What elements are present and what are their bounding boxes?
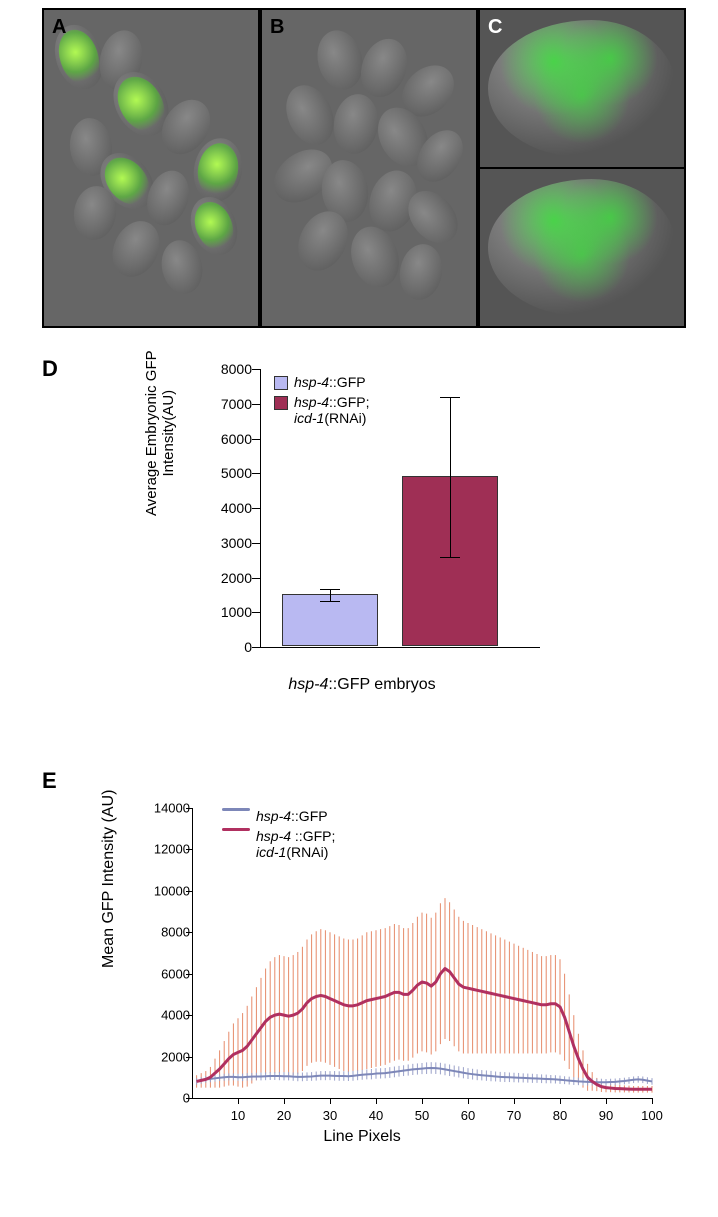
x-tick bbox=[606, 1098, 607, 1104]
y-tick bbox=[252, 647, 260, 648]
legend-rnai-text: hsp-4::GFP;icd-1(RNAi) bbox=[294, 394, 369, 426]
bar-chart: 0 1000 2000 3000 4000 5000 6000 7000 8000 bbox=[202, 361, 562, 671]
y-tick-label: 0 bbox=[183, 1091, 190, 1106]
embryo bbox=[330, 91, 382, 157]
y-tick-label: 6000 bbox=[221, 431, 252, 447]
y-tick-label: 7000 bbox=[221, 396, 252, 412]
y-tick-label: 2000 bbox=[161, 1049, 190, 1064]
y-tick-label: 1000 bbox=[221, 604, 252, 620]
swatch-rnai bbox=[222, 828, 250, 831]
x-tick bbox=[376, 1098, 377, 1104]
y-axis bbox=[260, 369, 261, 647]
y-tick-label: 4000 bbox=[161, 1008, 190, 1023]
y-tick bbox=[252, 543, 260, 544]
panel-e-label: E bbox=[42, 768, 57, 794]
x-tick-label: 20 bbox=[277, 1108, 291, 1123]
error-bar bbox=[330, 589, 331, 602]
x-tick bbox=[468, 1098, 469, 1104]
y-tick bbox=[252, 612, 260, 613]
y-tick-label: 12000 bbox=[154, 842, 190, 857]
legend-item-rnai: hsp-4::GFP;icd-1(RNAi) bbox=[274, 394, 369, 426]
y-tick-label: 3000 bbox=[221, 535, 252, 551]
legend: hsp-4::GFP hsp-4::GFP;icd-1(RNAi) bbox=[274, 374, 369, 430]
x-tick bbox=[560, 1098, 561, 1104]
y-axis-label: Mean GFP Intensity (AU) bbox=[100, 790, 118, 968]
microscopy-panel-row: A B C bbox=[42, 8, 686, 328]
x-tick bbox=[652, 1098, 653, 1104]
error-cap bbox=[440, 557, 460, 558]
legend-control-text: hsp-4::GFP bbox=[256, 808, 328, 824]
x-tick-label: 70 bbox=[507, 1108, 521, 1123]
error-bar bbox=[450, 397, 451, 557]
legend-item-control: hsp-4::GFP bbox=[274, 374, 369, 390]
x-axis bbox=[260, 647, 540, 648]
x-tick-label: 50 bbox=[415, 1108, 429, 1123]
panel-c-top bbox=[480, 10, 684, 169]
panel-a: A bbox=[42, 8, 260, 328]
swatch-rnai bbox=[274, 396, 288, 410]
panel-d: D 0 1000 2000 3000 4000 5000 6000 7000 8000 hsp-… bbox=[42, 356, 682, 736]
embryo bbox=[311, 26, 368, 95]
x-tick-label: 100 bbox=[641, 1108, 663, 1123]
panel-b: B bbox=[260, 8, 478, 328]
swatch-control bbox=[222, 808, 250, 811]
x-tick-label: 90 bbox=[599, 1108, 613, 1123]
y-axis-label: Average Embryonic GFPIntensity(AU) bbox=[143, 350, 177, 516]
panel-c-bottom bbox=[480, 169, 684, 326]
x-tick-label: 10 bbox=[231, 1108, 245, 1123]
swatch-control bbox=[274, 376, 288, 390]
embryo bbox=[344, 220, 407, 293]
x-tick bbox=[330, 1098, 331, 1104]
y-tick-label: 6000 bbox=[161, 966, 190, 981]
legend-item-control: hsp-4::GFP bbox=[222, 808, 335, 824]
legend-item-rnai: hsp-4 ::GFP;icd-1(RNAi) bbox=[222, 828, 335, 860]
panel-b-label: B bbox=[270, 16, 284, 39]
x-tick bbox=[422, 1098, 423, 1104]
y-tick bbox=[252, 508, 260, 509]
panel-a-label: A bbox=[52, 16, 66, 39]
y-tick-label: 8000 bbox=[161, 925, 190, 940]
legend: hsp-4::GFP hsp-4 ::GFP;icd-1(RNAi) bbox=[222, 808, 335, 864]
panel-c-label: C bbox=[488, 16, 502, 39]
y-tick-label: 8000 bbox=[221, 361, 252, 377]
y-tick bbox=[252, 404, 260, 405]
x-tick-label: 60 bbox=[461, 1108, 475, 1123]
error-cap bbox=[440, 397, 460, 398]
y-tick-label: 2000 bbox=[221, 570, 252, 586]
y-tick bbox=[252, 369, 260, 370]
error-cap bbox=[320, 601, 340, 602]
y-tick bbox=[252, 439, 260, 440]
embryo bbox=[395, 241, 446, 303]
x-tick-label: 30 bbox=[323, 1108, 337, 1123]
x-axis-label: hsp-4::GFP embryos bbox=[42, 676, 682, 694]
x-tick-label: 80 bbox=[553, 1108, 567, 1123]
x-tick-label: 40 bbox=[369, 1108, 383, 1123]
y-tick bbox=[252, 473, 260, 474]
y-tick-label: 5000 bbox=[221, 465, 252, 481]
panel-e: E 10 20 30 40 50 60 70 80 90 100 0 2000 4000 6000 800… bbox=[42, 768, 682, 1198]
legend-rnai-text: hsp-4 ::GFP;icd-1(RNAi) bbox=[256, 828, 335, 860]
y-tick bbox=[252, 578, 260, 579]
y-tick-label: 4000 bbox=[221, 500, 252, 516]
panel-d-label: D bbox=[42, 356, 58, 382]
x-tick bbox=[284, 1098, 285, 1104]
x-tick bbox=[514, 1098, 515, 1104]
line-chart: 10 20 30 40 50 60 70 80 90 100 0 2000 4000 6000 8000 1… bbox=[132, 798, 662, 1138]
x-tick bbox=[238, 1098, 239, 1104]
error-cap bbox=[320, 589, 340, 590]
y-tick-label: 14000 bbox=[154, 801, 190, 816]
legend-control-text: hsp-4::GFP bbox=[294, 374, 366, 390]
x-axis-label: Line Pixels bbox=[42, 1128, 682, 1146]
y-tick-label: 10000 bbox=[154, 883, 190, 898]
y-tick-label: 0 bbox=[244, 639, 252, 655]
panel-c: C bbox=[478, 8, 686, 328]
embryo bbox=[277, 78, 342, 153]
